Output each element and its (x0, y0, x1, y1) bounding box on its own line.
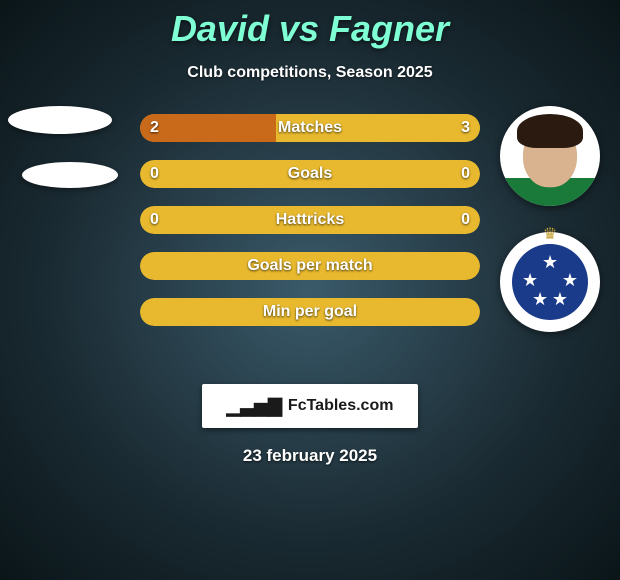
star-icon: ★ (552, 289, 568, 310)
bar-label: Goals (140, 160, 480, 188)
star-icon: ★ (542, 252, 558, 273)
left-player-avatar-placeholder (8, 106, 112, 134)
bar-label: Min per goal (140, 298, 480, 326)
stat-row-min-per-goal: Min per goal (140, 298, 480, 326)
bar-label: Goals per match (140, 252, 480, 280)
left-player-club-placeholder (22, 162, 118, 188)
stat-row-hattricks: 00Hattricks (140, 206, 480, 234)
bar-label: Matches (140, 114, 480, 142)
footer-date: 23 february 2025 (0, 446, 620, 466)
chart-icon: ▁▃▅▇ (227, 396, 282, 417)
crown-icon: ♛ (543, 224, 557, 244)
right-player-avatar (500, 106, 600, 206)
source-badge: ▁▃▅▇ FcTables.com (202, 384, 418, 428)
page-title: David vs Fagner (0, 0, 620, 50)
stat-row-goals-per-match: Goals per match (140, 252, 480, 280)
club-inner-circle: ★ ★ ★ ★ ★ (512, 244, 588, 320)
right-player-club-badge: ♛ ★ ★ ★ ★ ★ (500, 232, 600, 332)
stat-row-matches: 23Matches (140, 114, 480, 142)
star-icon: ★ (532, 289, 548, 310)
comparison-chart: ♛ ★ ★ ★ ★ ★ 23Matches 00Goals 00Hattricks G… (0, 114, 620, 374)
stat-row-goals: 00Goals (140, 160, 480, 188)
star-icon: ★ (522, 270, 538, 291)
star-icon: ★ (562, 270, 578, 291)
source-badge-text: FcTables.com (288, 397, 394, 415)
page-subtitle: Club competitions, Season 2025 (0, 64, 620, 82)
avatar-hair (517, 114, 583, 148)
right-player-column: ♛ ★ ★ ★ ★ ★ (500, 106, 610, 332)
left-player-column (8, 106, 118, 216)
bar-label: Hattricks (140, 206, 480, 234)
bars-container: 23Matches 00Goals 00Hattricks Goals per mat… (140, 114, 480, 344)
